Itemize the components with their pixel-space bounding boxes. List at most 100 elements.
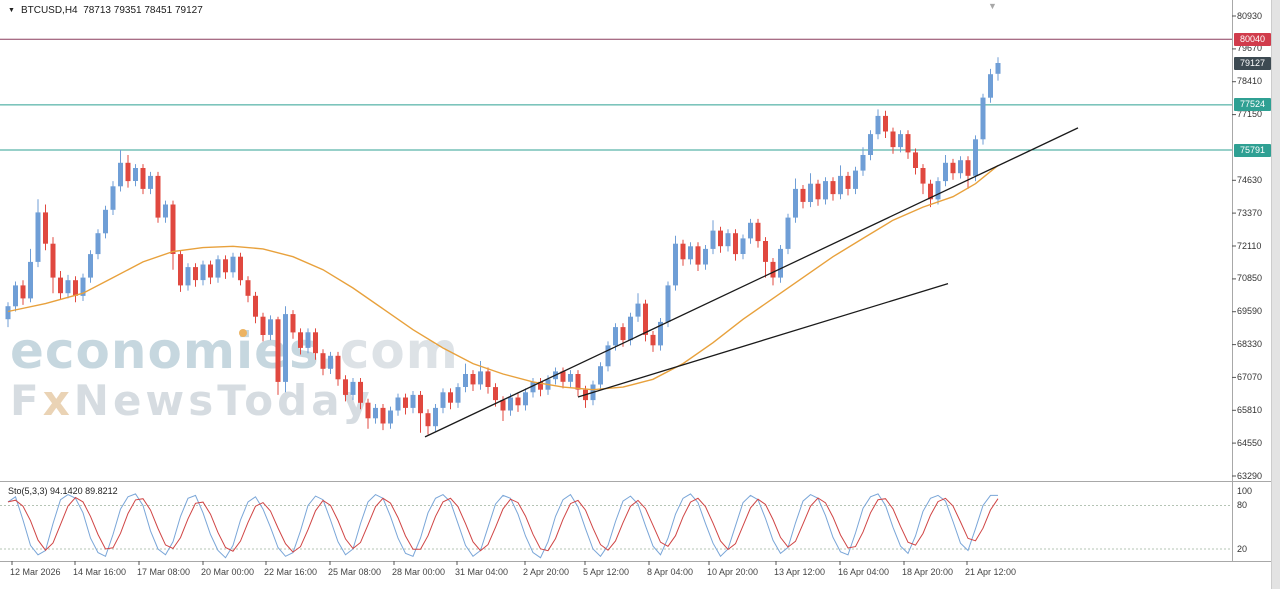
candle	[515, 397, 521, 406]
candle	[200, 264, 206, 281]
candle	[223, 259, 228, 273]
candle-bodies	[5, 63, 1001, 427]
stochastic-k-value: 94.1420	[50, 486, 83, 496]
candle	[320, 353, 326, 369]
candle	[950, 162, 956, 174]
candle	[80, 277, 86, 296]
candle	[665, 285, 671, 322]
candle	[410, 394, 416, 408]
candle	[178, 254, 183, 286]
candle	[995, 63, 1001, 74]
candle	[643, 303, 648, 335]
candle	[838, 175, 843, 195]
candle	[380, 407, 386, 424]
candle	[13, 285, 18, 307]
candle	[20, 285, 26, 299]
candle	[283, 314, 288, 382]
candle	[973, 139, 978, 176]
candle	[500, 400, 506, 411]
candle	[118, 162, 123, 187]
symbol-dropdown-icon[interactable]: ▼	[8, 7, 15, 14]
candle	[5, 306, 11, 320]
candle	[373, 407, 378, 419]
candle	[628, 316, 633, 341]
symbol-label: BTCUSD,H4	[20, 5, 78, 16]
stochastic-d-value: 89.8212	[85, 486, 118, 496]
candle	[613, 327, 618, 346]
candle	[350, 381, 356, 395]
vertical-scrollbar[interactable]	[1271, 0, 1280, 589]
candle	[965, 160, 971, 176]
candle	[298, 332, 303, 348]
trendline-1[interactable]	[424, 127, 1079, 438]
candle	[605, 345, 611, 367]
candle	[733, 233, 738, 255]
candle	[725, 233, 731, 247]
candle	[155, 175, 161, 218]
candle	[920, 168, 926, 184]
candle	[305, 332, 311, 348]
candle	[133, 168, 138, 181]
candle	[943, 162, 948, 182]
candle	[50, 243, 56, 278]
candle	[403, 397, 408, 408]
moving-average-line	[7, 164, 999, 391]
candle	[808, 183, 813, 202]
candle	[853, 170, 858, 189]
candle	[508, 397, 513, 411]
candle	[635, 303, 641, 317]
candle	[680, 243, 686, 260]
candle	[163, 204, 168, 218]
candle	[185, 267, 191, 286]
candle	[755, 222, 761, 242]
candle	[620, 327, 626, 341]
chart-end-marker-icon[interactable]: ▼	[988, 1, 997, 11]
chart-header: ▼ BTCUSD,H4 78713 79351 78451 79127	[8, 5, 203, 16]
candle	[958, 160, 963, 174]
candle	[43, 212, 48, 244]
stochastic-indicator-label: Sto(5,3,3) 94.1420 89.8212	[8, 486, 118, 496]
candle	[785, 217, 791, 249]
candle	[778, 248, 783, 278]
candle	[245, 280, 251, 296]
candle	[425, 413, 431, 427]
stochastic-k-line	[7, 493, 998, 559]
candle	[695, 246, 701, 265]
candle	[433, 407, 438, 427]
candle	[673, 243, 678, 286]
candle	[73, 280, 78, 296]
candle	[290, 314, 296, 333]
candle	[125, 162, 131, 182]
candle	[215, 259, 221, 278]
candle	[800, 188, 806, 202]
candle	[860, 155, 866, 171]
candle	[313, 332, 318, 354]
candle	[193, 267, 198, 281]
candle	[718, 230, 723, 247]
candle	[763, 241, 768, 262]
candle	[650, 334, 656, 346]
watermark: economies.com FxNewsToday	[10, 326, 459, 422]
candle	[253, 295, 258, 317]
candle	[710, 230, 716, 249]
candle	[815, 183, 821, 200]
candle	[485, 371, 491, 387]
candle	[463, 374, 468, 387]
candle	[598, 366, 603, 385]
candle	[268, 319, 273, 335]
trendline-2[interactable]	[577, 282, 949, 398]
candle	[388, 410, 393, 424]
candle	[395, 397, 401, 411]
candle	[455, 387, 461, 403]
candle	[358, 381, 363, 403]
candle	[868, 134, 873, 155]
candle	[905, 134, 911, 153]
watermark-x: x	[42, 376, 74, 425]
candle	[935, 181, 941, 200]
candle	[748, 222, 753, 239]
candle	[845, 175, 851, 189]
candle	[28, 261, 33, 299]
candle	[260, 316, 266, 335]
